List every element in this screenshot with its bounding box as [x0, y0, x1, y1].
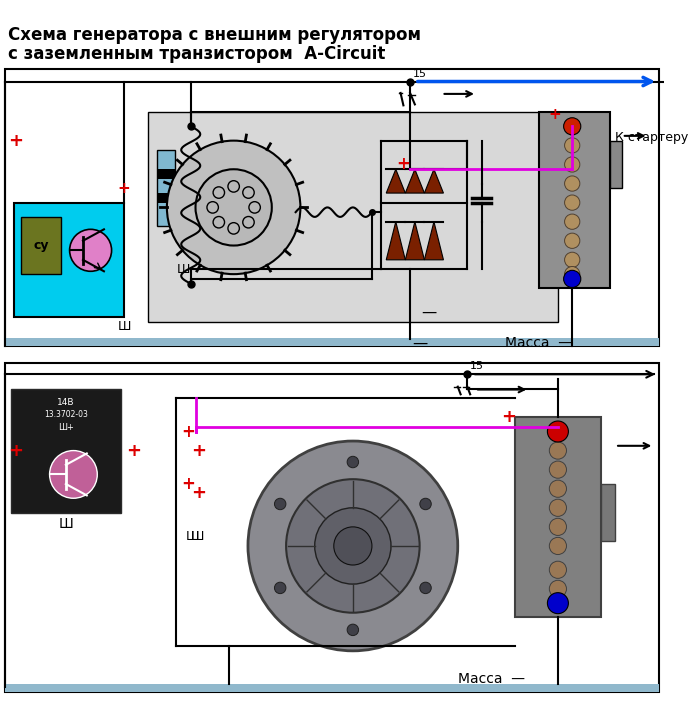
Circle shape: [167, 141, 301, 274]
Circle shape: [549, 461, 567, 478]
Text: К стартеру: К стартеру: [615, 131, 688, 144]
Circle shape: [548, 421, 569, 442]
Circle shape: [248, 441, 458, 651]
Text: +: +: [8, 132, 23, 150]
Text: —: —: [422, 305, 437, 320]
Circle shape: [564, 267, 580, 282]
Text: Схема генератора с внешним регулятором: Схема генератора с внешним регулятором: [8, 26, 420, 44]
Text: —: —: [412, 336, 427, 351]
Circle shape: [564, 233, 580, 248]
Polygon shape: [386, 221, 405, 260]
Bar: [11, 388, 121, 513]
Text: 15: 15: [470, 362, 484, 372]
Circle shape: [564, 195, 580, 210]
Bar: [5, 684, 659, 692]
Text: 14В: 14В: [57, 398, 74, 407]
Circle shape: [549, 562, 567, 578]
Circle shape: [286, 479, 420, 613]
Circle shape: [549, 518, 567, 536]
Text: Ш+: Ш+: [58, 423, 74, 432]
Circle shape: [274, 498, 286, 510]
Circle shape: [564, 157, 580, 172]
Text: с заземленным транзистором  A-Circuit: с заземленным транзистором A-Circuit: [8, 45, 385, 63]
Circle shape: [49, 451, 97, 498]
Circle shape: [70, 229, 111, 271]
Text: +: +: [500, 408, 516, 426]
Bar: [610, 141, 622, 188]
Polygon shape: [405, 169, 425, 193]
Text: +: +: [548, 107, 561, 122]
Circle shape: [564, 119, 580, 134]
Text: Ш: Ш: [176, 263, 190, 276]
Text: 15: 15: [413, 68, 427, 78]
Circle shape: [548, 592, 569, 613]
Circle shape: [549, 442, 567, 459]
Bar: [21, 217, 61, 274]
Circle shape: [420, 498, 432, 510]
Circle shape: [564, 138, 580, 153]
Circle shape: [564, 176, 580, 191]
Text: 13.3702-03: 13.3702-03: [44, 410, 88, 418]
Bar: [5, 363, 659, 692]
Text: су: су: [33, 239, 49, 252]
Circle shape: [564, 270, 580, 288]
Text: Ш: Ш: [191, 530, 204, 543]
Text: +: +: [8, 441, 23, 459]
Circle shape: [315, 508, 391, 584]
Circle shape: [564, 118, 580, 135]
Text: Масса  —: Масса —: [458, 672, 525, 687]
Circle shape: [334, 527, 372, 565]
Circle shape: [347, 457, 358, 468]
Text: +: +: [118, 180, 130, 196]
Bar: [157, 150, 175, 226]
Text: +: +: [191, 441, 206, 459]
Text: +: +: [126, 441, 141, 459]
Circle shape: [564, 252, 580, 267]
Polygon shape: [386, 169, 405, 193]
Circle shape: [420, 582, 432, 594]
Bar: [15, 203, 124, 317]
Polygon shape: [425, 221, 443, 260]
Circle shape: [549, 423, 567, 440]
Circle shape: [564, 214, 580, 229]
Text: +: +: [396, 155, 410, 173]
Bar: [539, 112, 610, 288]
Text: +: +: [181, 423, 195, 441]
Circle shape: [347, 624, 358, 636]
Text: +: +: [191, 485, 206, 503]
Bar: [5, 338, 659, 346]
Bar: [601, 484, 615, 541]
Text: +: +: [181, 475, 195, 493]
Text: Ш: Ш: [118, 320, 131, 333]
Circle shape: [274, 582, 286, 594]
Polygon shape: [405, 221, 425, 260]
Circle shape: [196, 169, 272, 245]
Circle shape: [549, 580, 567, 597]
Circle shape: [549, 499, 567, 516]
Text: Ш: Ш: [186, 530, 199, 543]
Bar: [157, 169, 175, 179]
Circle shape: [549, 480, 567, 498]
Bar: [157, 193, 175, 203]
Text: Ш: Ш: [58, 518, 73, 531]
Bar: [515, 417, 601, 618]
Text: Масса  —: Масса —: [505, 336, 572, 350]
Polygon shape: [425, 169, 443, 193]
Bar: [148, 112, 558, 322]
Circle shape: [549, 537, 567, 554]
Bar: [5, 69, 659, 346]
